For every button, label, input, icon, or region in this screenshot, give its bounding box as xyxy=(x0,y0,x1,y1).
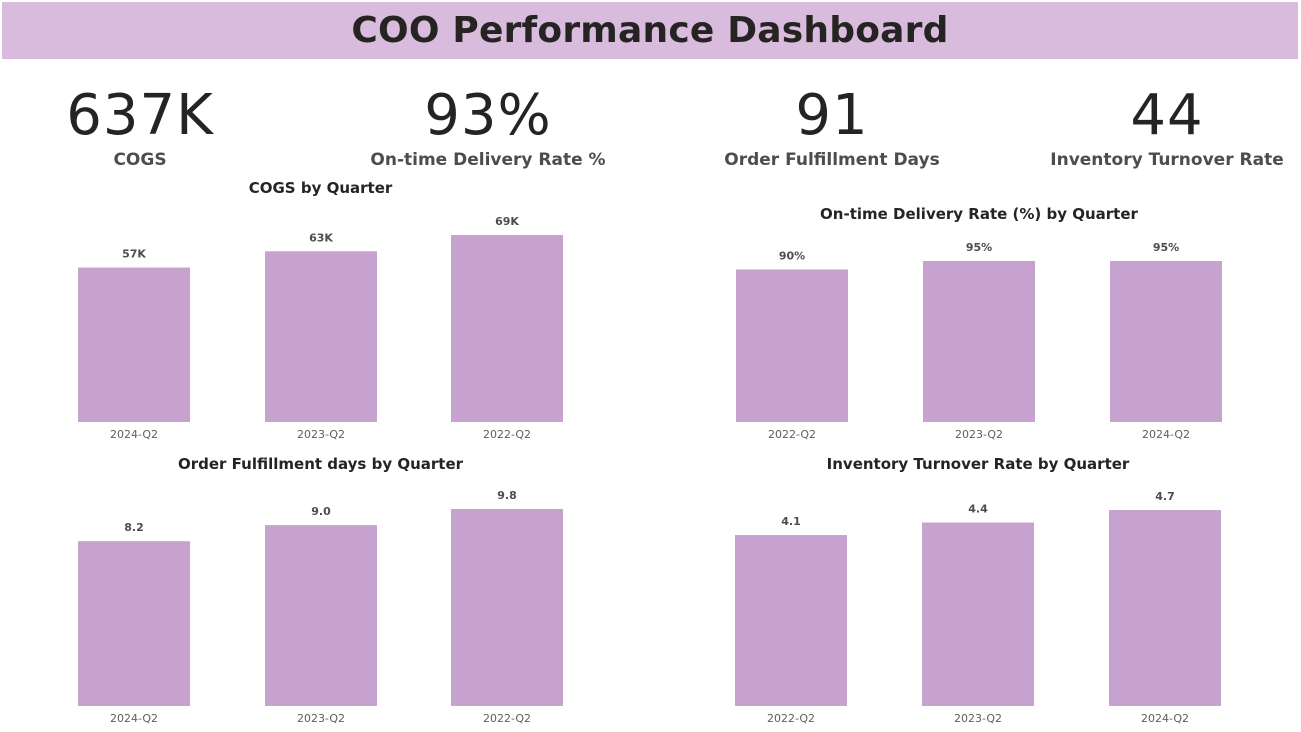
x-tick-label: 2022-Q2 xyxy=(768,428,816,441)
bar-2023-Q2[interactable] xyxy=(922,522,1034,706)
data-label: 8.2 xyxy=(124,521,144,534)
chart-order-fulfillment-by-quarter[interactable]: Order Fulfillment days by Quarter 8.2 2024… xyxy=(30,450,630,730)
x-tick-label: 2023-Q2 xyxy=(297,428,345,441)
data-label: 9.0 xyxy=(311,505,331,518)
bar-2022-Q2[interactable] xyxy=(451,235,563,422)
chart-title: Inventory Turnover Rate by Quarter xyxy=(827,455,1130,473)
x-tick-label: 2024-Q2 xyxy=(1142,428,1190,441)
chart-svg: Order Fulfillment days by Quarter 8.2 2024… xyxy=(78,455,563,725)
kpi-label: Order Fulfillment Days xyxy=(724,150,940,170)
data-label: 9.8 xyxy=(497,489,517,502)
x-tick-label: 2023-Q2 xyxy=(297,712,345,725)
kpi-value: 91 xyxy=(795,83,869,148)
data-label: 4.1 xyxy=(781,515,801,528)
bar-2024-Q2[interactable] xyxy=(1110,261,1222,422)
chart-title: On-time Delivery Rate (%) by Quarter xyxy=(820,205,1138,223)
header-banner: COO Performance Dashboard xyxy=(2,2,1298,59)
kpi-card-on-time-delivery[interactable]: 93% On-time Delivery Rate % xyxy=(358,80,618,170)
chart-svg: COGS by Quarter 57K 2024-Q2 63K 2023-Q2 69K 20… xyxy=(78,179,563,441)
chart-on-time-delivery-by-quarter[interactable]: On-time Delivery Rate (%) by Quarter 90% 2… xyxy=(690,200,1290,450)
kpi-card-cogs[interactable]: 637K COGS xyxy=(40,80,240,170)
bar-2024-Q2[interactable] xyxy=(78,541,190,706)
bar-2022-Q2[interactable] xyxy=(451,509,563,706)
data-label: 4.7 xyxy=(1155,490,1175,503)
kpi-card-inventory-turnover[interactable]: 44 Inventory Turnover Rate xyxy=(1050,80,1284,170)
chart-cogs-by-quarter[interactable]: COGS by Quarter 57K 2024-Q2 63K 2023-Q2 69K 20… xyxy=(30,175,630,450)
bar-2023-Q2[interactable] xyxy=(265,251,377,422)
x-tick-label: 2024-Q2 xyxy=(1141,712,1189,725)
kpi-value: 93% xyxy=(424,83,552,148)
data-label: 90% xyxy=(779,249,805,262)
page-title: COO Performance Dashboard xyxy=(351,10,949,51)
data-label: 4.4 xyxy=(968,503,988,516)
x-tick-label: 2024-Q2 xyxy=(110,428,158,441)
data-label: 95% xyxy=(966,241,992,254)
x-tick-label: 2023-Q2 xyxy=(954,712,1002,725)
bar-2022-Q2[interactable] xyxy=(735,535,847,706)
bar-2022-Q2[interactable] xyxy=(736,269,848,422)
x-tick-label: 2022-Q2 xyxy=(767,712,815,725)
bar-2023-Q2[interactable] xyxy=(923,261,1035,422)
kpi-label: On-time Delivery Rate % xyxy=(370,150,606,170)
x-tick-label: 2024-Q2 xyxy=(110,712,158,725)
chart-svg: On-time Delivery Rate (%) by Quarter 90% 2… xyxy=(736,205,1222,441)
kpi-label: Inventory Turnover Rate xyxy=(1050,150,1284,170)
x-tick-label: 2023-Q2 xyxy=(955,428,1003,441)
chart-title: COGS by Quarter xyxy=(249,179,393,197)
x-tick-label: 2022-Q2 xyxy=(483,712,531,725)
bar-2024-Q2[interactable] xyxy=(78,267,190,422)
data-label: 63K xyxy=(309,231,333,244)
chart-inventory-turnover-by-quarter[interactable]: Inventory Turnover Rate by Quarter 4.1 202… xyxy=(690,450,1290,730)
kpi-value: 44 xyxy=(1130,83,1204,148)
chart-svg: Inventory Turnover Rate by Quarter 4.1 202… xyxy=(735,455,1221,725)
data-label: 57K xyxy=(122,248,146,261)
kpi-card-order-fulfillment[interactable]: 91 Order Fulfillment Days xyxy=(712,80,952,170)
kpi-value: 637K xyxy=(66,83,214,148)
data-label: 95% xyxy=(1153,241,1179,254)
data-label: 69K xyxy=(495,215,519,228)
x-tick-label: 2022-Q2 xyxy=(483,428,531,441)
bar-2023-Q2[interactable] xyxy=(265,525,377,706)
chart-title: Order Fulfillment days by Quarter xyxy=(178,455,464,473)
bar-2024-Q2[interactable] xyxy=(1109,510,1221,706)
kpi-label: COGS xyxy=(113,150,167,170)
